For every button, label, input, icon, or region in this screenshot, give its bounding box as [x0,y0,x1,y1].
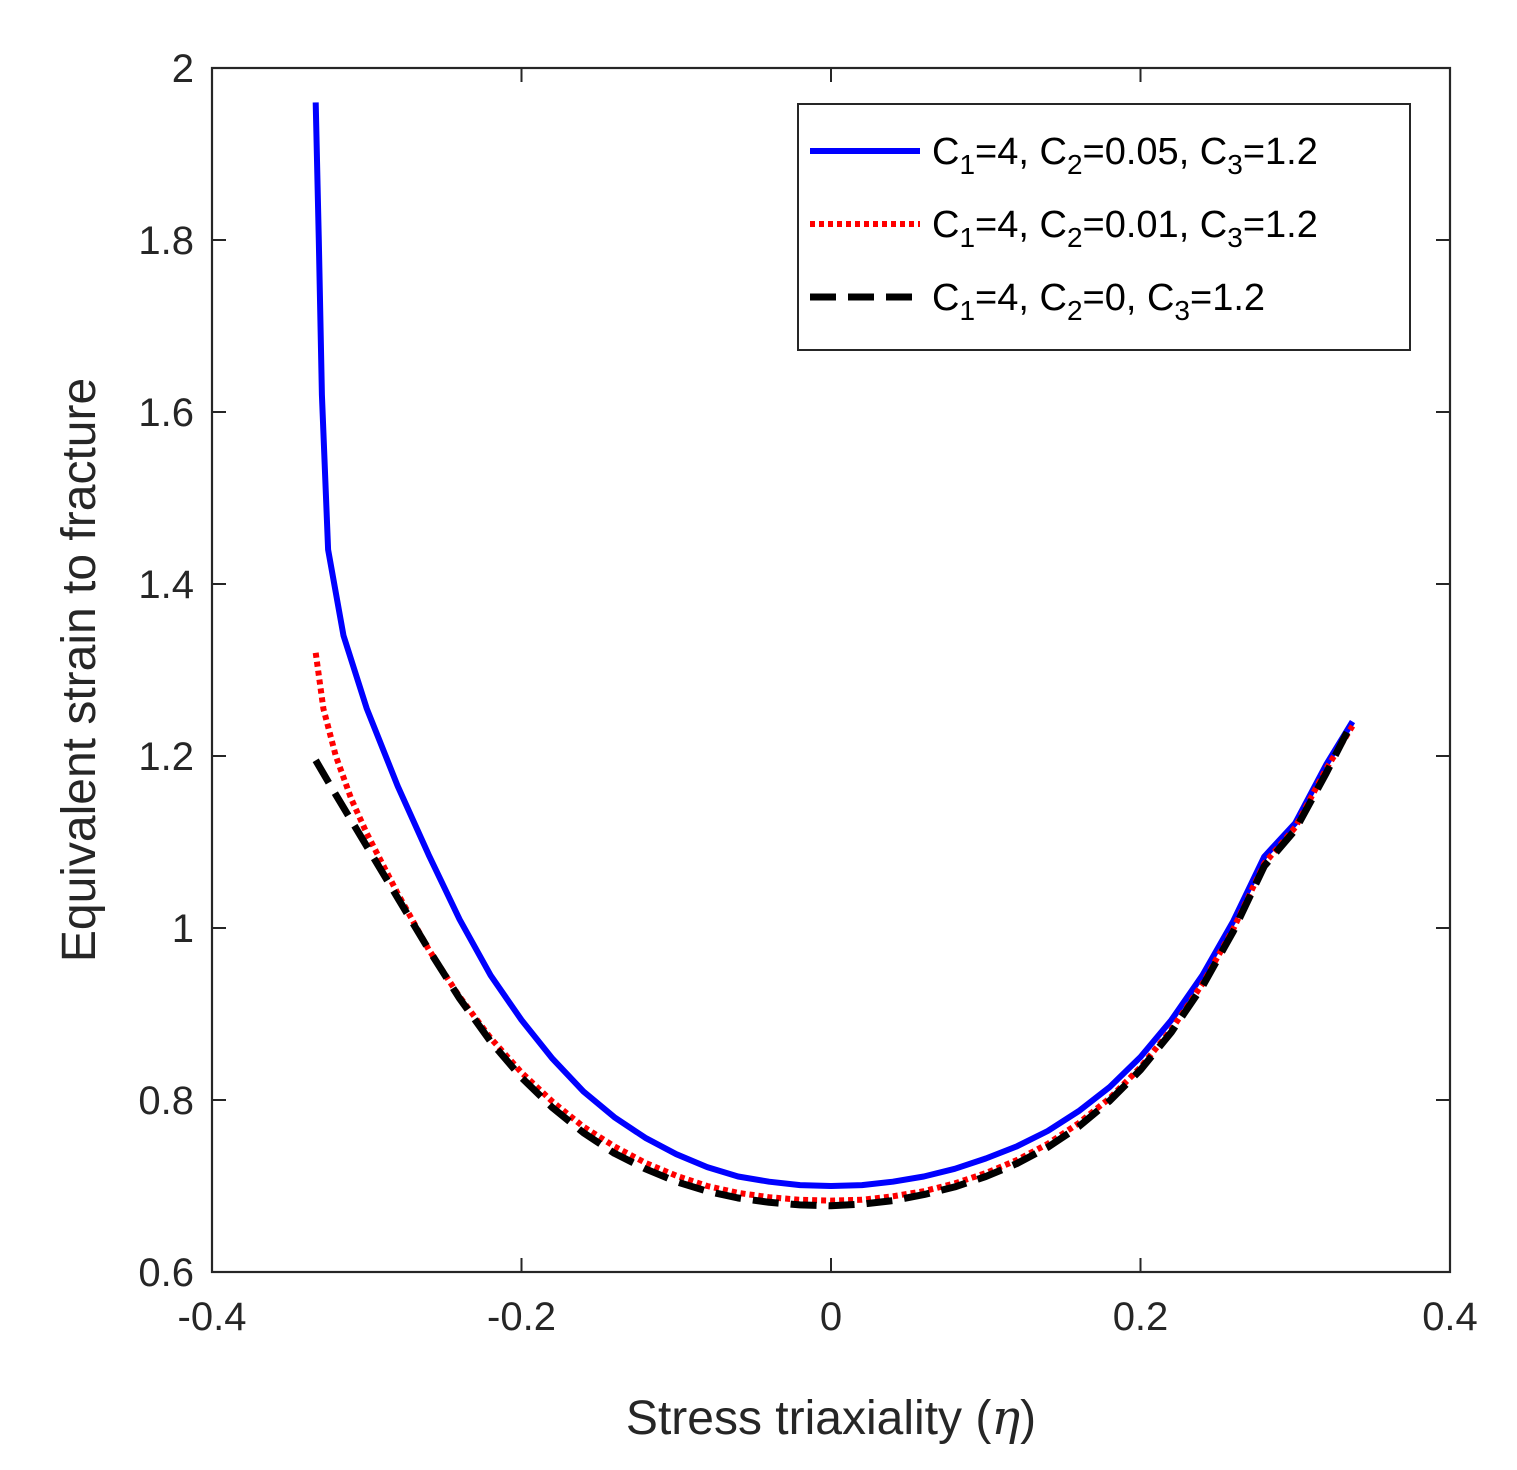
legend-label-2: C1=4, C2=0.01, C3=1.2 [932,204,1318,253]
legend-label-1: C1=4, C2=0.05, C3=1.2 [932,131,1318,180]
y-tick-label: 0.6 [138,1251,194,1295]
legend-value: 0 [1105,277,1126,319]
series-line-1 [312,102,1356,1189]
x-tick-label: -0.2 [487,1295,556,1339]
series-line-3 [312,720,1356,1210]
legend-value: 1.2 [1265,204,1318,246]
legend-value: 0.01 [1105,204,1179,246]
legend: C1=4, C2=0.05, C3=1.2 C1=4, C2=0.01, C3=1… [797,103,1411,351]
x-tick-label: -0.4 [178,1295,247,1339]
x-tick-label: 0.4 [1422,1295,1478,1339]
legend-value: 4 [997,131,1018,173]
legend-value: 4 [997,277,1018,319]
legend-value: 4 [997,204,1018,246]
x-tick-label: 0 [820,1295,842,1339]
y-axis-title: Equivalent strain to fracture [53,378,106,962]
x-axis-title-symbol: η [991,1390,1020,1446]
y-tick-label: 1.2 [138,735,194,779]
y-tick-label: 0.8 [138,1079,194,1123]
y-tick-label: 1.4 [138,563,194,607]
y-tick-label: 2 [172,47,194,91]
y-axis-ticks: 0.6 0.8 1 1.2 1.4 1.6 1.8 2 [138,47,1450,1295]
x-axis-ticks: -0.4 -0.2 0 0.2 0.4 [178,68,1478,1339]
legend-value: 1.2 [1212,277,1265,319]
x-axis-title: Stress triaxiality (η) [626,1390,1036,1446]
y-tick-label: 1.6 [138,391,194,435]
y-tick-label: 1.8 [138,219,194,263]
axes-frame [210,66,1452,1274]
y-tick-label: 1 [172,907,194,951]
legend-value: 0.05 [1105,131,1179,173]
x-tick-label: 0.2 [1113,1295,1169,1339]
legend-value: 1.2 [1265,131,1318,173]
series-layer [312,102,1356,1210]
legend-label-3: C1=4, C2=0, C3=1.2 [932,277,1265,326]
x-axis-title-text: Stress triaxiality [626,1392,962,1445]
